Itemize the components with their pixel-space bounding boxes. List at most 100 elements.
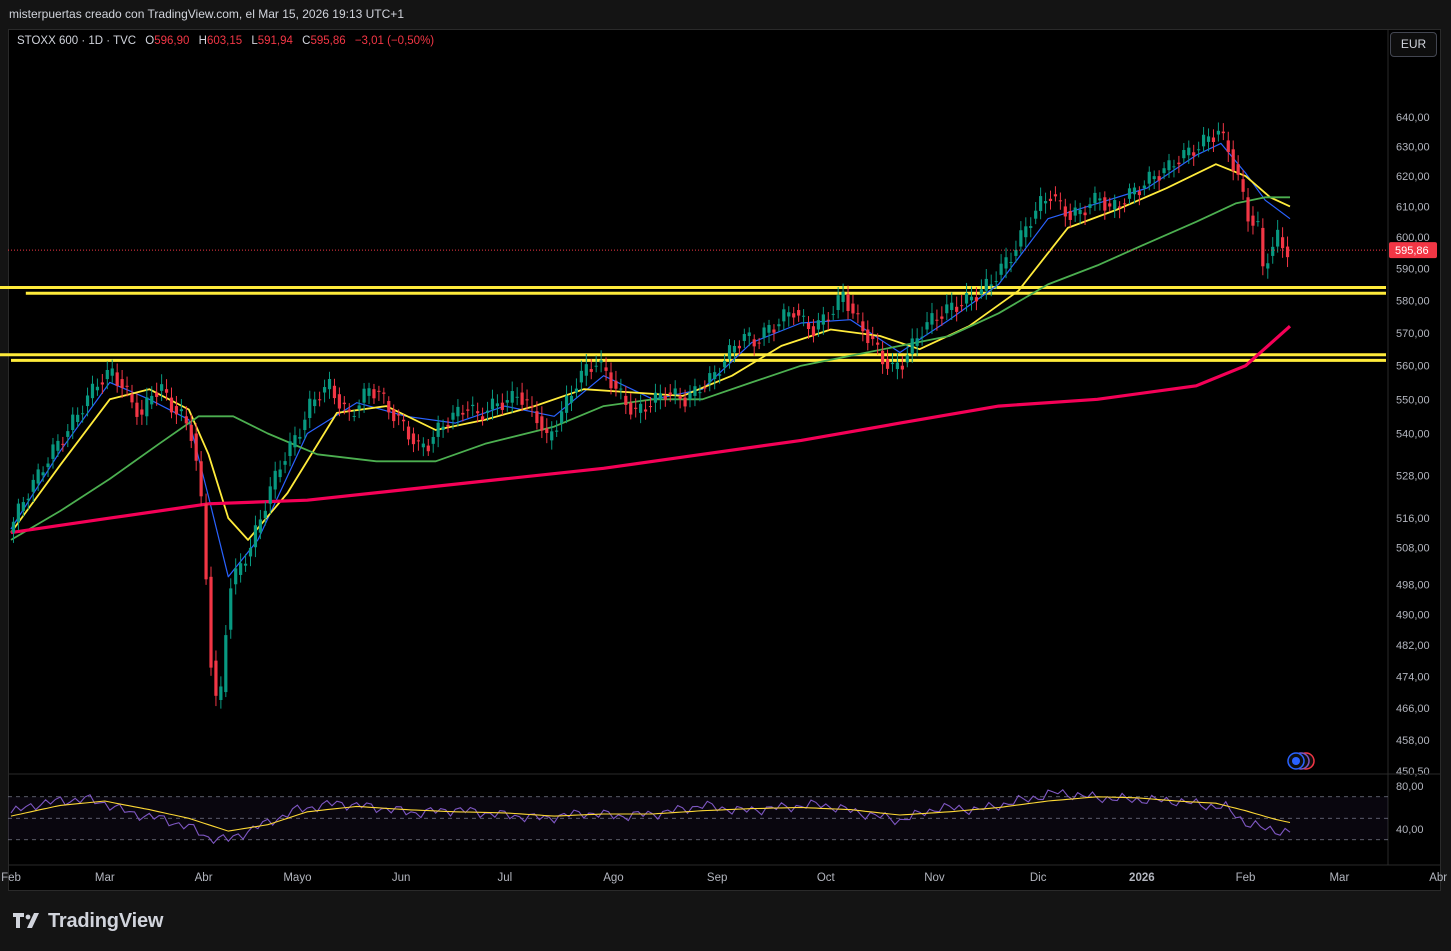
candle-body xyxy=(1108,203,1112,207)
candle-body xyxy=(31,479,35,492)
candle-body xyxy=(71,414,75,431)
candle-body xyxy=(1167,160,1171,171)
candle-body xyxy=(490,398,495,410)
candle-body xyxy=(411,433,416,445)
candle-body xyxy=(811,326,816,337)
candle-body xyxy=(397,414,401,416)
time-tick-label: Mar xyxy=(1329,872,1349,884)
price-tick-label: 630,00 xyxy=(1396,141,1430,153)
candle-body xyxy=(155,392,159,397)
candle-body xyxy=(821,314,825,325)
candle-body xyxy=(253,525,258,548)
candle-body xyxy=(461,412,465,415)
price-tick-label: 508,00 xyxy=(1396,542,1430,554)
candle-body xyxy=(76,414,80,423)
candle-body xyxy=(960,305,964,307)
candle-body xyxy=(184,416,188,424)
candle-body xyxy=(999,263,1003,275)
candle-body xyxy=(678,395,682,399)
candle-body xyxy=(1043,201,1048,204)
brand-name: TradingView xyxy=(48,909,164,932)
candle-body xyxy=(214,660,218,696)
change-value: −3,01 (−0,50%) xyxy=(354,35,435,47)
candle-body xyxy=(169,397,174,413)
last-price-tag-group: 595,86 xyxy=(8,242,1437,259)
candle-body xyxy=(688,392,692,400)
candle-body xyxy=(663,395,667,400)
candle-body xyxy=(708,373,712,383)
candle-body xyxy=(614,380,618,389)
time-tick-label: Feb xyxy=(1,872,21,884)
tradingview-logo-icon xyxy=(13,913,39,928)
candle-body xyxy=(160,384,164,391)
candle-body xyxy=(545,428,549,434)
candle-body xyxy=(243,563,248,566)
candle-body xyxy=(352,415,356,417)
high-value: 603,15 xyxy=(206,35,243,47)
candle-body xyxy=(574,388,579,393)
candle-body xyxy=(362,388,366,403)
price-axis[interactable]: 640,00 630,00 620,00 610,00 600,00 590,00 580,… xyxy=(1387,29,1430,865)
candle-body xyxy=(1236,164,1240,175)
candle-body xyxy=(876,342,880,345)
candle-body xyxy=(797,310,801,316)
candle-body xyxy=(1132,187,1137,195)
candle-body xyxy=(787,312,791,317)
candle-body xyxy=(668,392,672,395)
candle-body xyxy=(308,398,312,419)
candle-body xyxy=(209,576,213,668)
candle-body xyxy=(1004,257,1008,269)
candle-body xyxy=(21,502,25,511)
candle-body xyxy=(1053,194,1058,197)
time-tick-label: Mayo xyxy=(283,872,311,884)
candle-body xyxy=(752,339,756,347)
candle-body xyxy=(1009,262,1013,264)
candle-body xyxy=(485,410,490,413)
candle-body xyxy=(643,409,648,412)
price-tick-label: 580,00 xyxy=(1396,295,1430,307)
time-axis[interactable]: Feb Mar Abr Mayo Jun Jul Ago Sep Oct Nov Dic 2026 Fe… xyxy=(1,864,1447,884)
candle-body xyxy=(713,372,717,380)
candle-body xyxy=(36,469,40,484)
candle-body xyxy=(1068,211,1072,220)
candle-body xyxy=(1221,131,1225,134)
candle-body xyxy=(441,426,445,431)
candle-body xyxy=(880,350,885,365)
candle-body xyxy=(920,336,924,338)
candle-body xyxy=(772,329,776,333)
candle-body xyxy=(1048,198,1053,202)
candle-body xyxy=(994,281,998,283)
candle-body xyxy=(51,444,55,459)
candle-body xyxy=(164,389,169,393)
last-price-label: 595,86 xyxy=(1395,245,1429,257)
candle-body xyxy=(1039,196,1043,212)
candle-body xyxy=(431,437,435,444)
candle-body xyxy=(806,322,811,330)
chart-frame[interactable] xyxy=(8,29,1441,891)
moving-averages xyxy=(10,142,1292,578)
candle-body xyxy=(1019,230,1023,247)
candle-body xyxy=(229,588,233,630)
candle-body xyxy=(1034,210,1038,219)
candle-body xyxy=(594,365,598,367)
candle-body xyxy=(120,379,124,388)
time-tick-label: Jun xyxy=(392,872,411,884)
candle-body xyxy=(1177,162,1181,165)
currency-button[interactable]: EUR xyxy=(1390,32,1437,57)
candle-body xyxy=(273,470,277,490)
header-bar: misterpuertas creado con TradingView.com… xyxy=(0,0,1451,28)
candle-body xyxy=(313,399,317,407)
candle-body xyxy=(234,568,238,585)
price-tick-label: 600,00 xyxy=(1396,232,1430,244)
moving-average-line xyxy=(10,163,1291,541)
candle-body xyxy=(56,440,60,451)
candle-body xyxy=(1078,209,1082,215)
price-tick-label: 474,00 xyxy=(1396,671,1430,683)
price-tick-label: 490,00 xyxy=(1396,609,1430,621)
indicator-icons[interactable] xyxy=(1287,752,1315,770)
candle-body xyxy=(732,345,737,353)
candle-body xyxy=(105,369,109,380)
candle-body xyxy=(174,406,179,415)
candle-body xyxy=(653,392,658,403)
